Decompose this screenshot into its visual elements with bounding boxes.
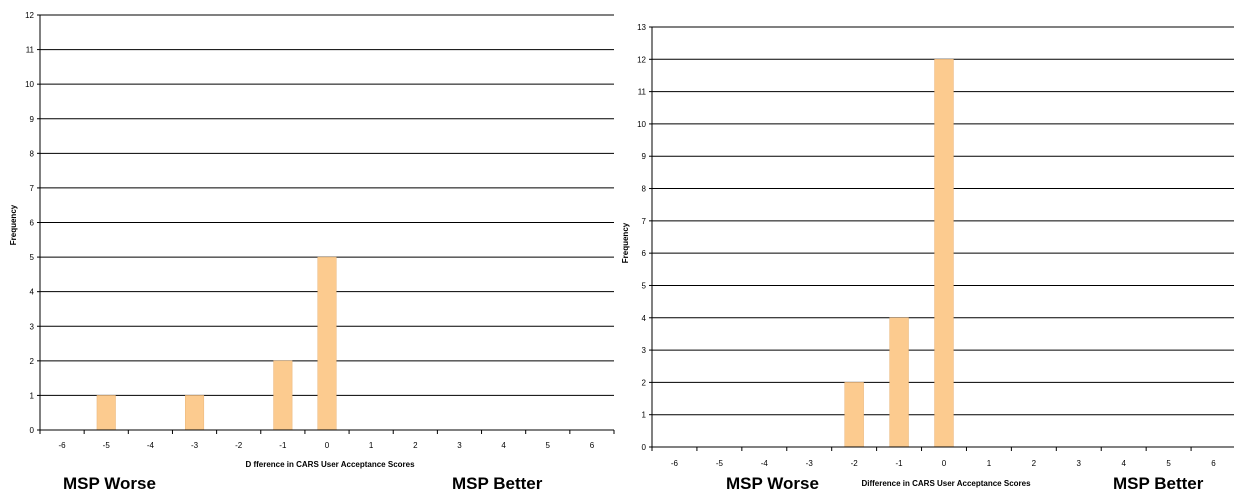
x-tick-label: -1	[279, 441, 287, 450]
bar	[185, 395, 205, 431]
y-tick-label: 4	[642, 314, 647, 323]
y-tick-label: 1	[642, 411, 647, 420]
x-tick-label: -1	[896, 459, 904, 468]
x-tick-label: 0	[942, 459, 947, 468]
y-axis-label: Frequency	[621, 222, 630, 263]
y-tick-label: 8	[642, 185, 647, 194]
y-tick-label: 12	[637, 55, 646, 64]
y-tick-label: 8	[30, 149, 35, 158]
x-tick-label: 2	[413, 441, 418, 450]
bar	[889, 317, 909, 448]
y-tick-label: 6	[30, 219, 35, 228]
msp-better-label: MSP Better	[452, 474, 543, 491]
y-tick-label: 7	[642, 217, 647, 226]
y-tick-label: 4	[30, 288, 35, 297]
x-tick-label: -4	[761, 459, 769, 468]
x-tick-label: 5	[546, 441, 551, 450]
x-tick-label: 0	[325, 441, 330, 450]
y-tick-label: 2	[30, 357, 35, 366]
x-tick-label: -3	[806, 459, 814, 468]
bar	[317, 256, 337, 431]
y-tick-label: 1	[30, 391, 35, 400]
x-tick-label: 5	[1166, 459, 1171, 468]
y-tick-label: 0	[30, 426, 35, 435]
y-tick-label: 10	[637, 120, 646, 129]
y-tick-label: 5	[642, 281, 647, 290]
x-tick-label: 3	[457, 441, 462, 450]
y-tick-label: 5	[30, 253, 35, 262]
x-tick-label: 3	[1077, 459, 1082, 468]
y-tick-label: 11	[638, 88, 647, 97]
x-tick-label: -5	[103, 441, 111, 450]
x-tick-label: -2	[235, 441, 243, 450]
y-axis-label: Frequency	[9, 204, 18, 245]
y-tick-label: 13	[637, 23, 646, 32]
x-tick-label: -6	[59, 441, 67, 450]
x-tick-label: -5	[716, 459, 724, 468]
bar	[96, 395, 116, 431]
bar	[934, 59, 954, 448]
x-tick-label: -6	[671, 459, 679, 468]
y-tick-label: 12	[25, 11, 34, 20]
msp-worse-label: MSP Worse	[63, 474, 156, 491]
x-tick-label: 1	[369, 441, 374, 450]
bar	[844, 382, 864, 448]
y-tick-label: 0	[642, 443, 647, 452]
y-tick-label: 3	[642, 346, 647, 355]
y-tick-label: 6	[642, 249, 647, 258]
x-tick-label: 2	[1032, 459, 1037, 468]
x-axis-label: D fference in CARS User Acceptance Score…	[245, 460, 415, 469]
msp-better-label: MSP Better	[1113, 474, 1204, 491]
x-tick-label: 1	[987, 459, 992, 468]
bar	[273, 360, 293, 431]
y-tick-label: 9	[30, 115, 35, 124]
y-tick-label: 9	[642, 152, 647, 161]
y-tick-label: 2	[642, 378, 647, 387]
y-tick-label: 11	[26, 46, 35, 55]
x-axis-label: Difference in CARS User Acceptance Score…	[861, 479, 1031, 488]
y-tick-label: 3	[30, 322, 35, 331]
x-tick-label: -3	[191, 441, 199, 450]
y-tick-label: 10	[25, 80, 34, 89]
x-tick-label: 6	[1211, 459, 1216, 468]
x-tick-label: 4	[501, 441, 506, 450]
x-tick-label: -4	[147, 441, 155, 450]
x-tick-label: 6	[590, 441, 595, 450]
y-tick-label: 7	[30, 184, 35, 193]
x-tick-label: -2	[851, 459, 859, 468]
msp-worse-label: MSP Worse	[726, 474, 819, 491]
x-tick-label: 4	[1121, 459, 1126, 468]
